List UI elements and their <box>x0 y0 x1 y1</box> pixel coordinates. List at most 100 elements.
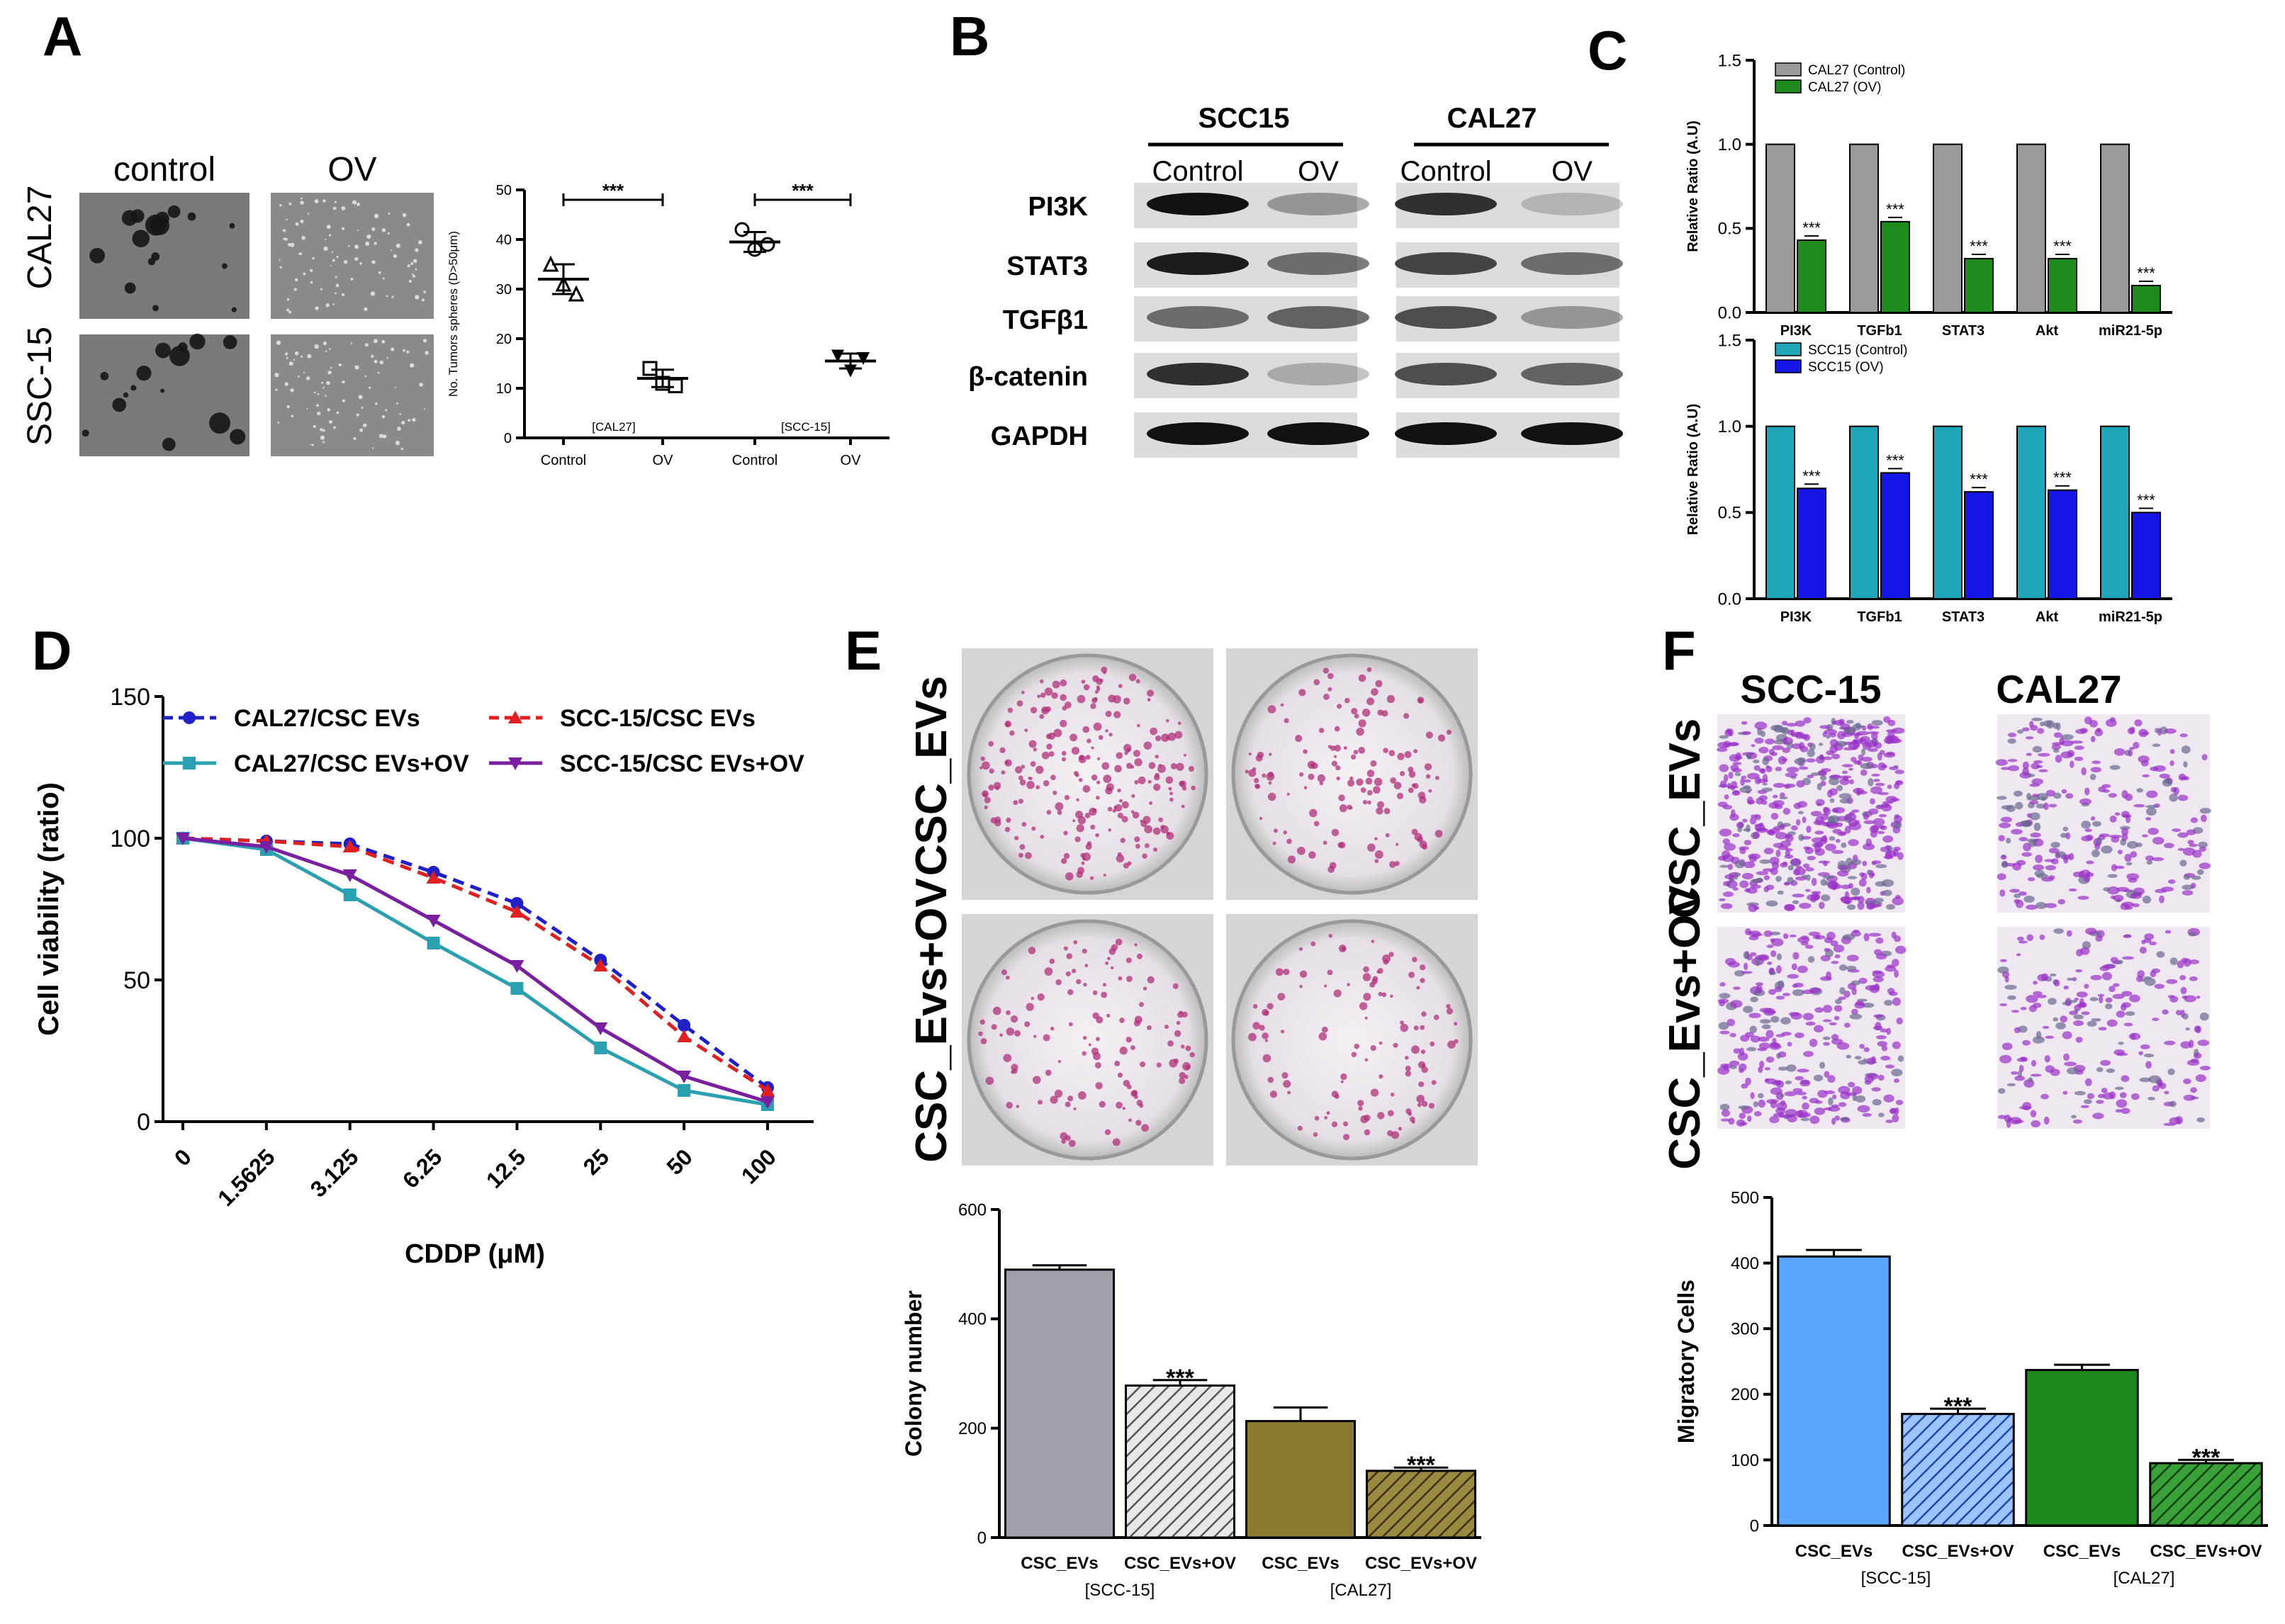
migrated-cell <box>1790 1012 1802 1020</box>
migrated-cell <box>1813 1025 1824 1033</box>
C-top-sig-label: *** <box>2053 237 2072 255</box>
colony <box>1043 1034 1050 1042</box>
colony <box>1413 749 1418 754</box>
migrated-cell <box>2020 1007 2027 1010</box>
migrated-cell <box>1997 873 2006 881</box>
migrated-cell <box>1885 1064 1894 1069</box>
migrated-cell <box>1861 1003 1875 1008</box>
colony <box>1134 758 1142 767</box>
colony <box>1253 777 1259 784</box>
migrated-cell <box>1809 1098 1819 1104</box>
migrated-cell <box>2109 765 2121 770</box>
migrated-cell <box>1824 1071 1830 1078</box>
colony <box>1313 1132 1318 1137</box>
colony <box>1125 748 1131 752</box>
migrated-cell <box>1824 947 1830 952</box>
migrated-cell <box>1795 1091 1807 1095</box>
migrated-cell <box>1999 889 2006 897</box>
migrated-cell <box>2128 877 2138 883</box>
migrated-cell <box>1790 825 1798 831</box>
colony <box>988 740 994 747</box>
colony <box>1078 778 1083 782</box>
colony <box>1024 852 1032 859</box>
migrated-cell <box>1797 1068 1809 1073</box>
colony <box>1181 1011 1188 1018</box>
colony <box>1299 970 1308 979</box>
colony <box>1336 776 1340 781</box>
migrated-cell <box>1819 725 1831 729</box>
migrated-cell <box>2061 789 2067 794</box>
migrated-cell <box>2022 761 2029 769</box>
colony <box>1055 802 1064 811</box>
migrated-cell <box>2167 995 2175 998</box>
migrated-cell <box>2018 940 2028 944</box>
sphere <box>378 271 381 274</box>
colony <box>1324 984 1327 988</box>
colony <box>1377 1112 1385 1120</box>
colony <box>1135 1120 1142 1126</box>
migrated-cell <box>2091 1017 2101 1022</box>
colony <box>1248 769 1257 777</box>
migrated-cell <box>1871 1087 1881 1092</box>
migrated-cell <box>1875 1034 1887 1039</box>
d-point <box>259 841 274 854</box>
migrated-cell <box>2019 1064 2024 1073</box>
colony <box>1393 782 1402 789</box>
migrated-cell <box>1733 1048 1741 1054</box>
sphere <box>316 404 319 407</box>
colony <box>1297 1125 1303 1131</box>
migrated-cell <box>2096 837 2102 845</box>
migrated-cell <box>2067 750 2075 757</box>
colony <box>1116 1101 1123 1109</box>
migrated-cell <box>1753 1111 1762 1117</box>
colony <box>1114 803 1123 812</box>
sphere <box>294 351 299 356</box>
colony <box>1062 706 1067 711</box>
migrated-cell <box>1780 1094 1785 1098</box>
colony <box>1071 747 1079 755</box>
migrated-cell <box>1743 951 1749 959</box>
migrated-cell <box>2026 792 2032 801</box>
sphere <box>323 246 328 252</box>
migrated-cell <box>2025 736 2034 740</box>
migrated-cell <box>1779 792 1785 798</box>
migrated-cell <box>1746 772 1760 779</box>
migrated-cell <box>1741 872 1754 880</box>
colony <box>1061 750 1067 756</box>
sphere <box>359 262 362 265</box>
migrated-cell <box>2061 734 2074 740</box>
sphere <box>286 219 288 221</box>
migrated-cell <box>1863 812 1870 821</box>
colony <box>1071 969 1077 974</box>
panel-label-c: C <box>1588 19 1627 81</box>
d-point <box>677 1071 692 1083</box>
migrated-cell <box>1873 818 1885 826</box>
colony <box>1309 808 1318 818</box>
d-legend-label: SCC-15/CSC EVs <box>560 705 756 732</box>
migrated-cell <box>1719 1103 1730 1111</box>
migrated-cell <box>2079 798 2092 805</box>
migrated-cell <box>1885 965 1897 972</box>
E-bar <box>1004 1268 1115 1539</box>
colony <box>1398 1127 1403 1131</box>
migrated-cell <box>1870 786 1882 794</box>
d-point <box>760 1096 775 1109</box>
migrated-cell <box>1775 1034 1785 1037</box>
sphere <box>300 201 304 205</box>
colony <box>1264 1039 1269 1042</box>
colony <box>1177 721 1181 726</box>
migrated-cell <box>2070 740 2083 744</box>
sphere <box>350 342 353 344</box>
sphere <box>89 247 106 264</box>
migrated-cell <box>2086 860 2094 864</box>
migrated-cell <box>1855 820 1860 825</box>
migrated-cell <box>1843 747 1855 751</box>
sphere <box>322 199 326 203</box>
sphere <box>314 344 319 349</box>
C-bottom-bar-ov <box>2131 512 2161 599</box>
migrated-cell <box>2076 991 2088 998</box>
migrated-cell <box>2033 981 2038 985</box>
colony <box>1267 705 1276 714</box>
migrated-cell <box>1734 772 1741 777</box>
colony <box>980 756 985 761</box>
